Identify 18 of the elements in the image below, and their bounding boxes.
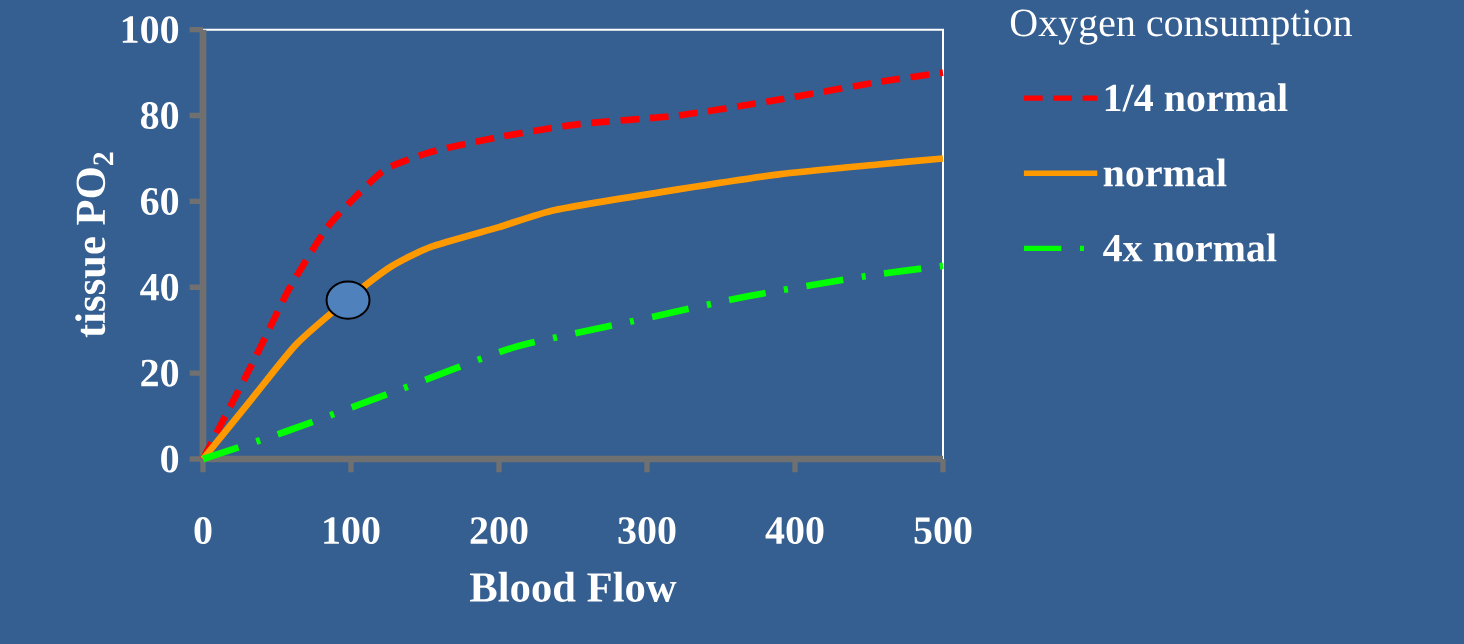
legend-label: 1/4 normal [1105,83,1288,112]
x-tick-label: 500 [914,517,972,545]
legend-label: 4x normal [1103,233,1277,262]
y-tick-label: 60 [140,187,179,215]
x-tick-label: 300 [618,517,676,545]
x-axis-title: Blood Flow [469,571,677,602]
y-tick-label: 20 [141,359,179,387]
x-tick-label: 400 [765,517,824,545]
y-axis-title: tissue PO$_{2}$ [75,152,114,338]
y-tick-label: 100 [122,16,179,44]
x-tick-label: 100 [324,517,380,545]
x-tick-label: 200 [470,517,528,545]
legend-label: normal [1103,158,1227,187]
y-tick-label: 40 [140,273,179,301]
legend-title: Oxygen consumption [1010,9,1352,45]
y-tick-label: 80 [140,102,179,130]
y-tick-label: 0 [161,445,179,473]
x-tick-label: 0 [194,517,212,545]
